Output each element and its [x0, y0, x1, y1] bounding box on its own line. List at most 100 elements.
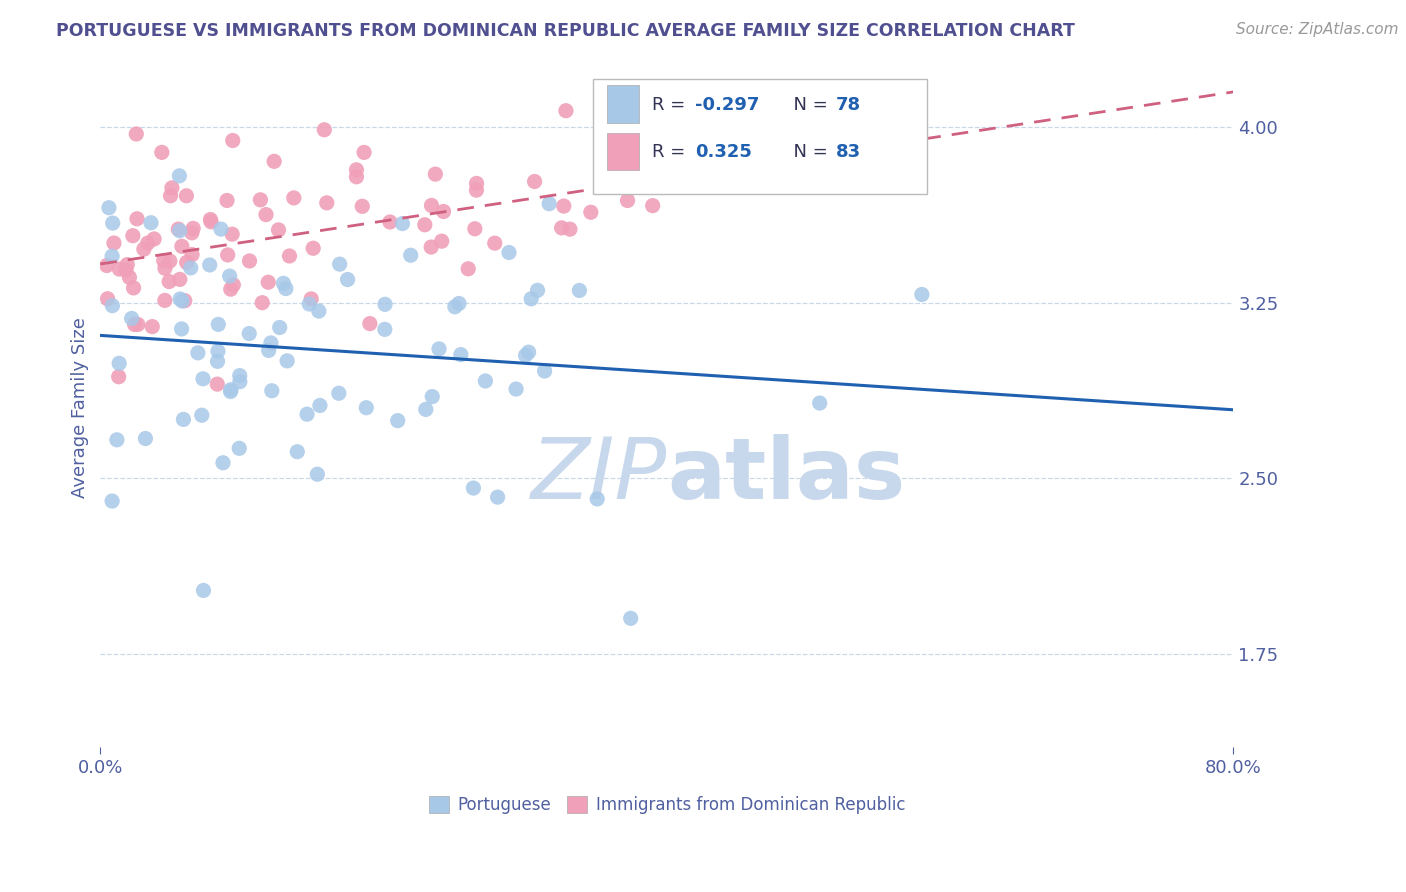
Point: [486, 490, 509, 504]
Point: [641, 199, 664, 213]
Point: [353, 145, 375, 160]
Point: [415, 402, 437, 417]
Point: [107, 369, 129, 384]
Point: [675, 134, 697, 148]
Point: [153, 261, 176, 276]
Point: [191, 408, 214, 422]
Point: [553, 199, 575, 213]
Point: [215, 194, 238, 208]
Point: [101, 216, 124, 230]
Point: [121, 228, 143, 243]
Point: [176, 255, 198, 269]
FancyBboxPatch shape: [593, 78, 928, 194]
Text: 83: 83: [835, 144, 860, 161]
Text: N =: N =: [783, 144, 834, 161]
Point: [193, 583, 215, 598]
Point: [260, 335, 283, 350]
Point: [219, 384, 242, 399]
Point: [108, 356, 131, 370]
Point: [118, 270, 141, 285]
Point: [399, 248, 422, 262]
Point: [425, 167, 447, 181]
Y-axis label: Average Family Size: Average Family Size: [72, 318, 89, 499]
Legend: Portuguese, Immigrants from Dominican Republic: Portuguese, Immigrants from Dominican Re…: [429, 796, 905, 814]
Point: [463, 481, 485, 495]
Point: [579, 205, 602, 219]
Point: [295, 407, 318, 421]
Point: [217, 248, 239, 262]
Point: [97, 201, 120, 215]
Point: [219, 383, 242, 397]
Point: [150, 145, 173, 160]
Point: [515, 348, 537, 362]
Point: [336, 272, 359, 286]
Point: [263, 154, 285, 169]
Point: [173, 293, 195, 308]
Point: [97, 292, 120, 306]
Point: [228, 442, 250, 456]
Point: [172, 294, 194, 309]
Point: [105, 433, 128, 447]
Point: [257, 275, 280, 289]
Point: [238, 326, 260, 341]
Point: [387, 414, 409, 428]
Point: [169, 169, 191, 183]
Point: [238, 254, 260, 268]
FancyBboxPatch shape: [607, 133, 638, 170]
Text: 78: 78: [835, 95, 860, 113]
Point: [132, 242, 155, 256]
Point: [212, 456, 235, 470]
Point: [276, 354, 298, 368]
Point: [170, 322, 193, 336]
Text: N =: N =: [783, 95, 834, 113]
Point: [309, 399, 332, 413]
Point: [273, 277, 295, 291]
Point: [157, 275, 180, 289]
Point: [498, 245, 520, 260]
Point: [474, 374, 496, 388]
Point: [254, 208, 277, 222]
Point: [125, 211, 148, 226]
Point: [176, 188, 198, 202]
Point: [222, 277, 245, 292]
Text: -0.297: -0.297: [695, 95, 759, 113]
Point: [124, 318, 146, 332]
Point: [356, 401, 378, 415]
Point: [586, 491, 609, 506]
Point: [620, 611, 643, 625]
Point: [252, 295, 274, 310]
Point: [555, 103, 578, 118]
Point: [464, 221, 486, 235]
Point: [222, 134, 245, 148]
Point: [207, 344, 229, 359]
Point: [413, 218, 436, 232]
Point: [127, 318, 149, 332]
Point: [207, 354, 229, 368]
Point: [430, 234, 453, 248]
Point: [121, 311, 143, 326]
Point: [432, 204, 454, 219]
Point: [352, 199, 374, 213]
Point: [209, 222, 232, 236]
Point: [170, 239, 193, 253]
Point: [274, 281, 297, 295]
Text: R =: R =: [652, 144, 692, 161]
Point: [249, 193, 271, 207]
Point: [267, 223, 290, 237]
Point: [187, 346, 209, 360]
Point: [346, 169, 368, 184]
Text: R =: R =: [652, 95, 692, 113]
Point: [218, 269, 240, 284]
Point: [420, 240, 443, 254]
Point: [153, 293, 176, 308]
Point: [207, 318, 229, 332]
Point: [450, 348, 472, 362]
Point: [143, 232, 166, 246]
Point: [299, 292, 322, 306]
Point: [285, 444, 308, 458]
Point: [523, 174, 546, 188]
Point: [139, 216, 162, 230]
Point: [378, 215, 401, 229]
Point: [181, 221, 204, 235]
Point: [103, 235, 125, 250]
